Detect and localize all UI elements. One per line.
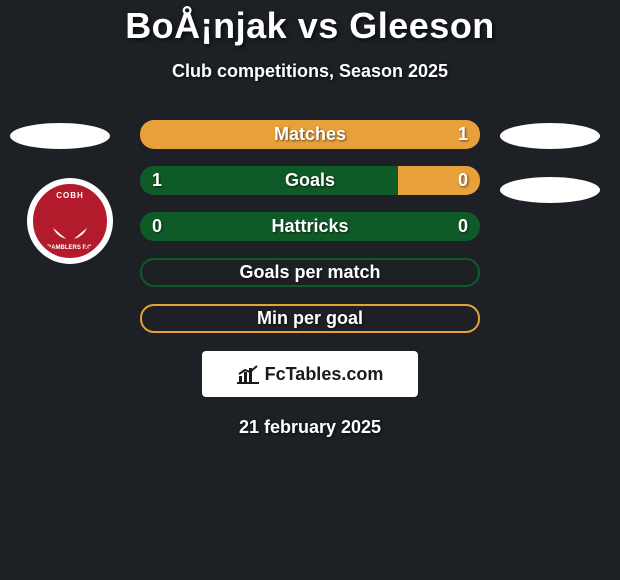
- bar-fill-right: [140, 120, 480, 149]
- stat-bar: Min per goal: [140, 304, 480, 333]
- fctables-logo[interactable]: FcTables.com: [202, 351, 418, 397]
- page-title: BoÅ¡njak vs Gleeson: [0, 5, 620, 47]
- page-subtitle: Club competitions, Season 2025: [0, 61, 620, 82]
- bar-label: Goals per match: [142, 260, 478, 285]
- bar-fill-left: [140, 166, 398, 195]
- chart-icon: [237, 364, 259, 384]
- stat-bar: Goals10: [140, 166, 480, 195]
- logo-text: FcTables.com: [265, 364, 384, 385]
- bar-fill-left: [140, 212, 480, 241]
- bar-label: Min per goal: [142, 306, 478, 331]
- content-root: BoÅ¡njak vs Gleeson Club competitions, S…: [0, 0, 620, 438]
- stat-bars: Matches1 Goals10 Hattricks00 Goals per matc…: [140, 120, 480, 333]
- stat-bar: Hattricks00: [140, 212, 480, 241]
- stat-bar: Goals per match: [140, 258, 480, 287]
- stat-bar: Matches1: [140, 120, 480, 149]
- date-label: 21 february 2025: [0, 417, 620, 438]
- bar-fill-right: [398, 166, 480, 195]
